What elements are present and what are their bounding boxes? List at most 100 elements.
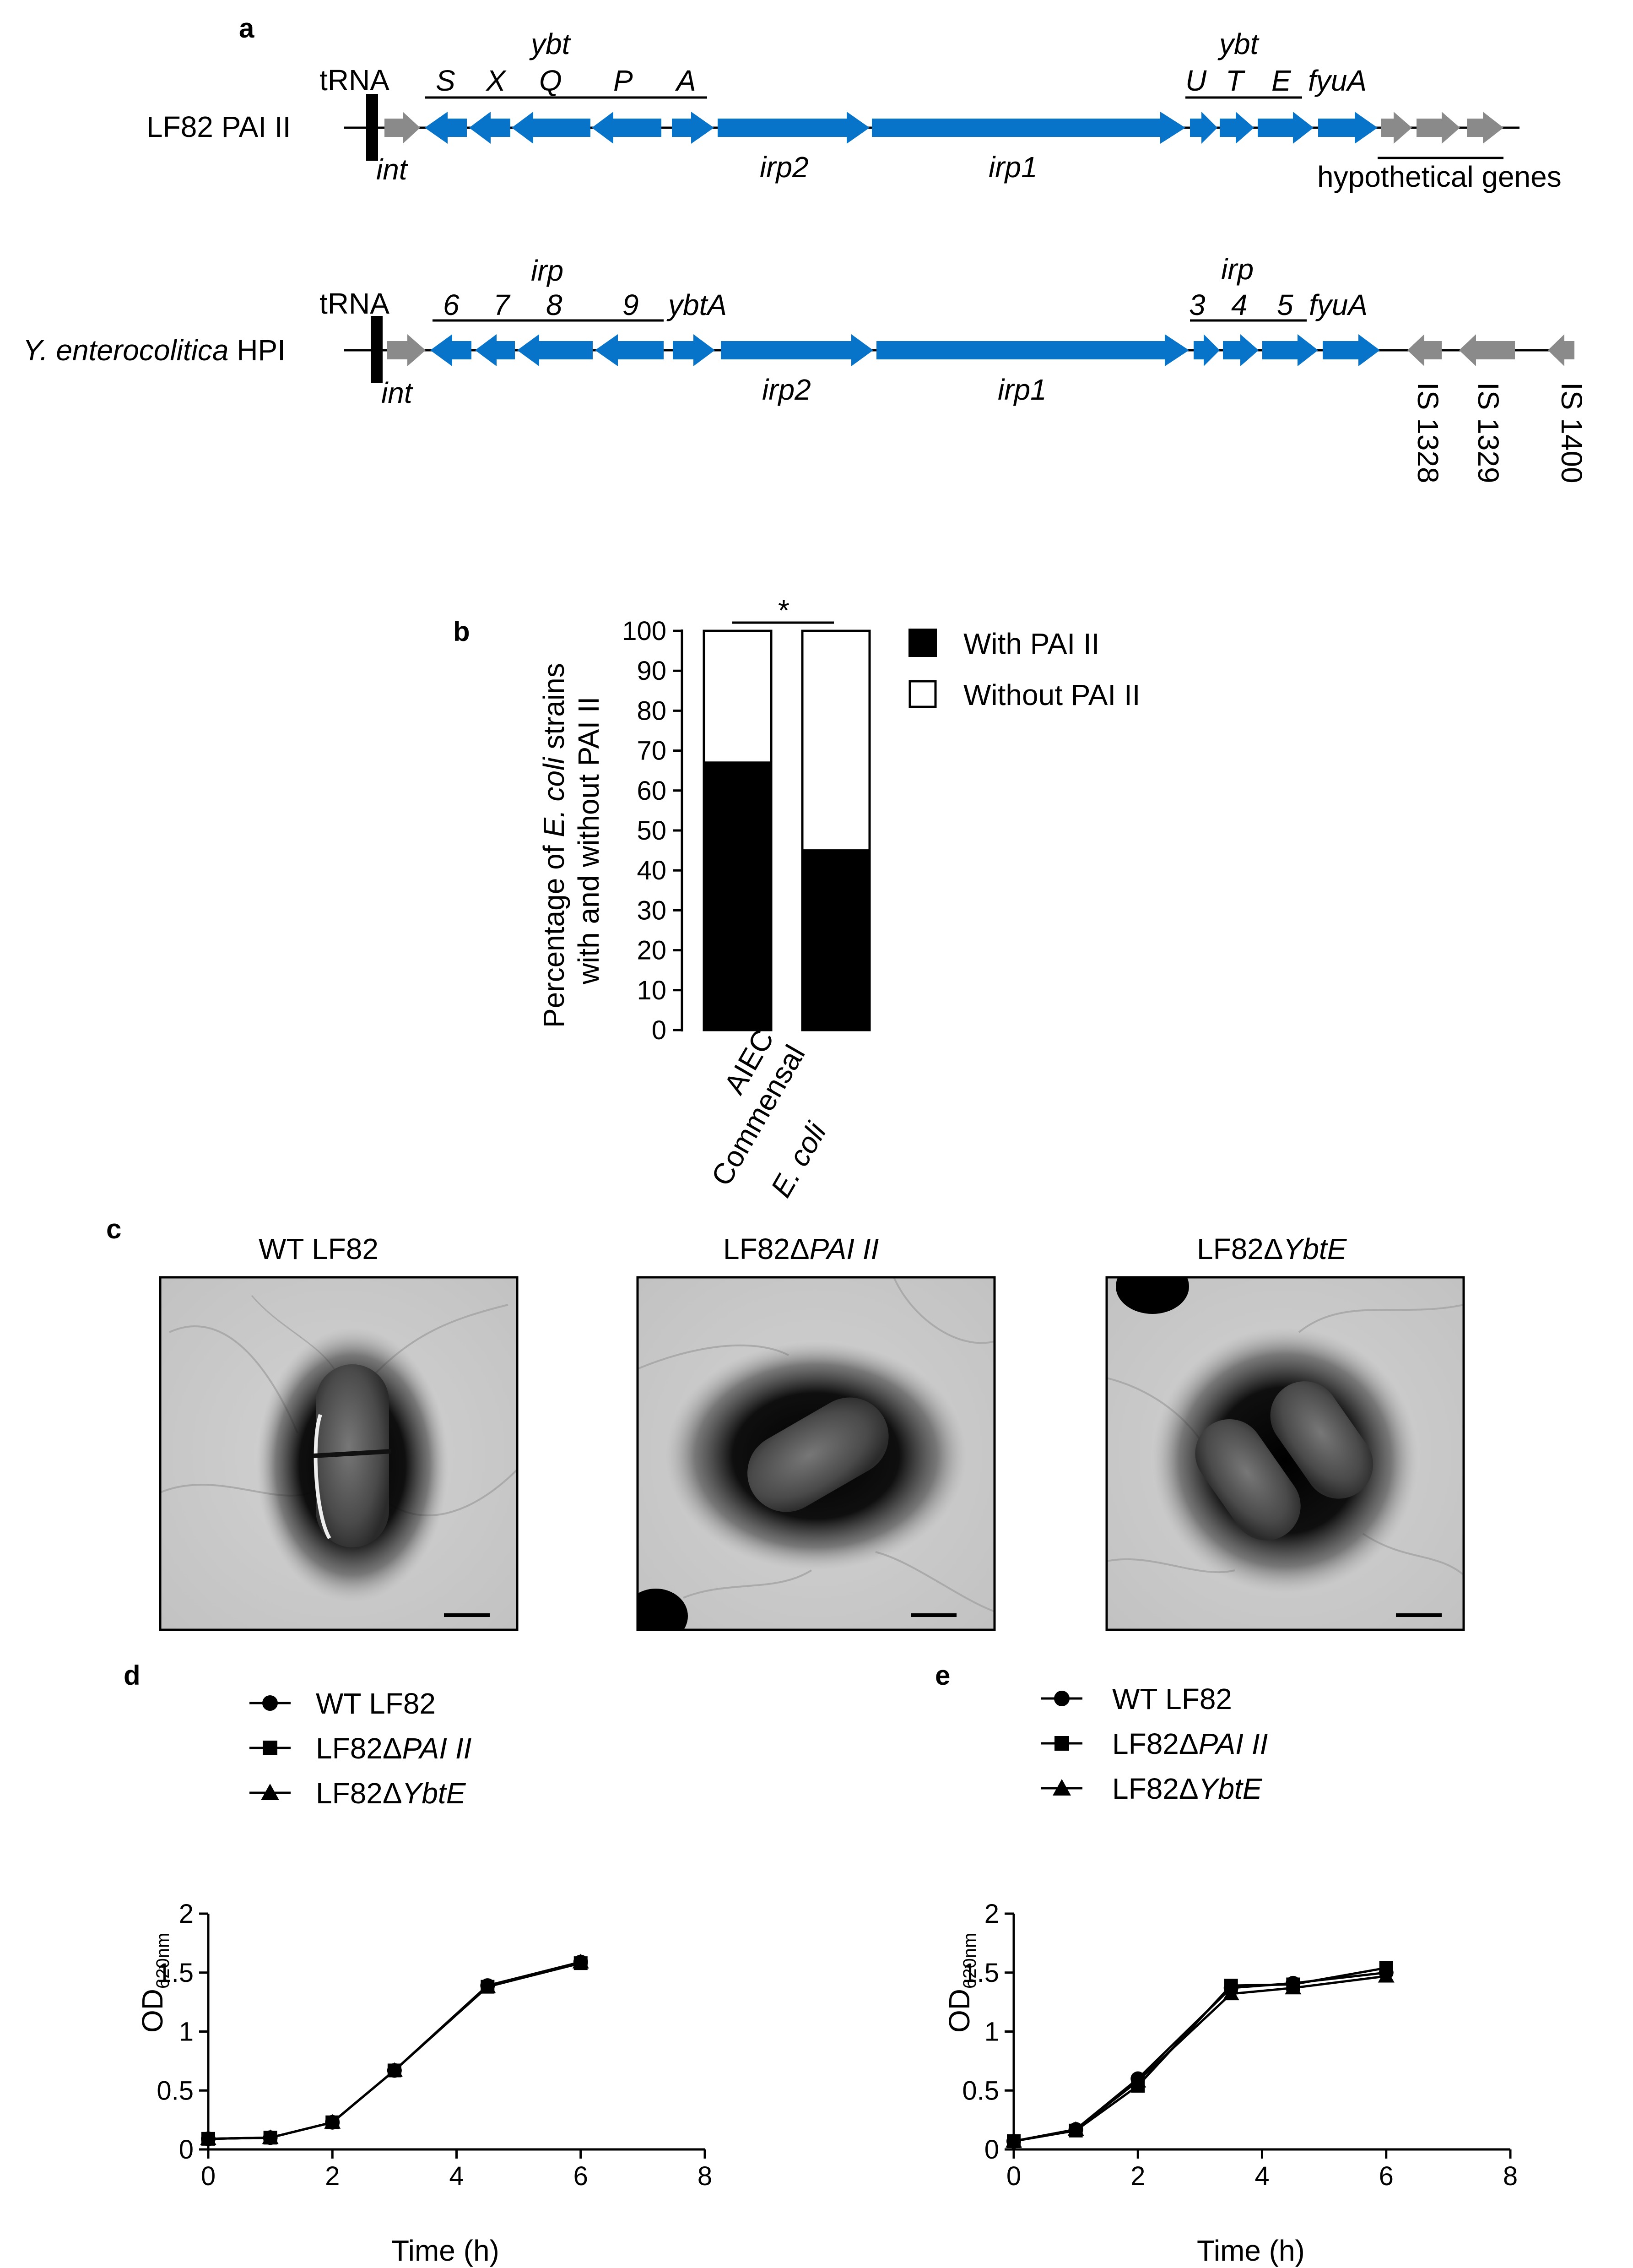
track2-arrow-5 bbox=[1262, 334, 1318, 366]
track1-hypothetical-arrow-2 bbox=[1417, 112, 1460, 144]
panel-d-legend-marker-triangle bbox=[261, 1784, 279, 1800]
panel-e-point-triangle bbox=[1006, 2132, 1022, 2148]
track2-arrow-7 bbox=[475, 334, 515, 366]
panel-e-legend-marker-square bbox=[1054, 1736, 1069, 1751]
panel-e-series-line-0 bbox=[1013, 1971, 1387, 2143]
track1-arrow-s bbox=[425, 112, 467, 144]
panel-d-legend-ybte: LF82ΔYbtE bbox=[316, 1777, 466, 1810]
track1-hypothetical-arrow-1 bbox=[1381, 112, 1412, 144]
track1-gene-s: S bbox=[436, 64, 455, 97]
panel-d-x-tick-label: 4 bbox=[449, 2161, 464, 2191]
panel-e-x-tick-label: 0 bbox=[1006, 2161, 1021, 2191]
panel-e-axes: 0 0.5 1 1.5 2 0 2 4 6 8 bbox=[962, 1899, 1518, 2191]
panel-b-y-tick-label: 60 bbox=[637, 776, 666, 806]
panel-b-y-tick-label: 20 bbox=[637, 936, 666, 966]
panel-d-y-tick-label: 1.5 bbox=[157, 1958, 194, 1988]
track1-int-label: int bbox=[376, 153, 408, 186]
track1-fyua-label: fyuA bbox=[1308, 64, 1367, 97]
panel-e-plot bbox=[1006, 1961, 1395, 2149]
panel-e-point-triangle bbox=[1378, 1968, 1395, 1983]
panel-d-y-label: OD620nm bbox=[136, 1933, 173, 2033]
track2-int-arrow bbox=[387, 334, 426, 366]
panel-b-y-label-line2: with and without PAI II bbox=[572, 697, 605, 985]
track2-is1329-label: IS 1329 bbox=[1472, 382, 1505, 483]
micrograph-ybte bbox=[1105, 1276, 1465, 1631]
track2-arrow-ybta bbox=[673, 334, 715, 366]
panel-e-legend-marker-circle bbox=[1054, 1691, 1070, 1706]
track1-gene-x: X bbox=[485, 64, 507, 97]
panel-d-legend: WT LF82 LF82ΔPAI II LF82ΔYbtE bbox=[249, 1687, 472, 1810]
panel-e-y-tick-label: 2 bbox=[984, 1899, 999, 1929]
track2-is1400-arrow bbox=[1548, 334, 1574, 366]
track1-gene-q: Q bbox=[539, 64, 562, 97]
panel-e-series-line-1 bbox=[1013, 1966, 1387, 2143]
panel-c-title-pai: LF82ΔPAI II bbox=[723, 1232, 879, 1265]
panel-b-y-tick-label: 50 bbox=[637, 816, 666, 846]
panel-e-y-tick-label: 0 bbox=[984, 2135, 999, 2165]
track2-fyua-label: fyuA bbox=[1309, 288, 1368, 321]
panel-e-y-tick-label: 1.5 bbox=[962, 1958, 999, 1988]
panel-e-y-label: OD620nm bbox=[943, 1933, 980, 2033]
panel-b: b 0 10 20 30 40 50 60 70 80 90 100 Percentage of E… bbox=[453, 594, 1141, 1203]
panel-e: e WT LF82 LF82ΔPAI II LF82ΔYbtE 0 0.5 1 1.5… bbox=[935, 1660, 1518, 2267]
panel-e-legend-marker-triangle bbox=[1053, 1779, 1071, 1796]
panel-b-y-tick-label: 10 bbox=[637, 976, 666, 1005]
track1-arrow-irp2 bbox=[718, 112, 870, 144]
panel-e-x-tick-label: 4 bbox=[1254, 2161, 1269, 2191]
panel-b-legend-with: With PAI II bbox=[963, 627, 1100, 660]
track2-arrow-fyua bbox=[1323, 334, 1380, 366]
track1-gene-t: T bbox=[1226, 64, 1245, 97]
panel-d-y-tick-label: 2 bbox=[179, 1899, 194, 1929]
panel-b-y-tick-label: 0 bbox=[652, 1015, 666, 1045]
panel-d-y-tick-label: 1 bbox=[179, 2017, 194, 2047]
bar-without-pai-ii-commensal bbox=[801, 629, 871, 852]
panel-d-point-triangle bbox=[479, 1978, 496, 1993]
panel-d-x-tick-label: 2 bbox=[325, 2161, 340, 2191]
panel-e-legend-wt: WT LF82 bbox=[1112, 1682, 1232, 1715]
panel-b-y-tick-label: 30 bbox=[637, 895, 666, 925]
panel-b-axis: 0 10 20 30 40 50 60 70 80 90 100 bbox=[622, 616, 683, 1045]
track2-int-label: int bbox=[381, 376, 413, 409]
track2-is1329-arrow bbox=[1459, 334, 1515, 366]
panel-a-letter: a bbox=[239, 13, 254, 43]
track2-name: Y. enterocolitica HPI bbox=[23, 334, 286, 367]
panel-e-y-tick-label: 1 bbox=[984, 2017, 999, 2047]
panel-d-point-triangle bbox=[572, 1953, 589, 1969]
panel-d-x-tick-label: 0 bbox=[201, 2161, 216, 2191]
panel-e-x-label: Time (h) bbox=[1197, 2234, 1305, 2267]
panel-c: c WT LF82 LF82ΔPAI II LF82ΔYbtE bbox=[106, 1214, 1465, 1631]
track2-irp1-label: irp1 bbox=[998, 373, 1047, 406]
panel-b-legend-with-swatch bbox=[908, 629, 937, 657]
track2-gene-5: 5 bbox=[1277, 288, 1293, 321]
panel-e-point-triangle bbox=[1285, 1980, 1302, 1995]
panel-b-y-tick-label: 40 bbox=[637, 856, 666, 885]
track2-arrow-9 bbox=[595, 334, 664, 366]
track1-group-right-label: ybt bbox=[1217, 27, 1260, 60]
panel-d-point-triangle bbox=[324, 2114, 341, 2129]
track1-arrow-irp1 bbox=[872, 112, 1185, 144]
panel-e-legend-pai: LF82ΔPAI II bbox=[1112, 1727, 1268, 1760]
track1-irp2-label: irp2 bbox=[760, 151, 809, 184]
panel-b-y-label-line1: Percentage of E. coli strains bbox=[537, 663, 570, 1028]
panel-e-legend-ybte: LF82ΔYbtE bbox=[1112, 1772, 1263, 1805]
track1-group-left-label: ybt bbox=[529, 27, 571, 60]
panel-d: d WT LF82 LF82ΔPAI II LF82ΔYbtE 0 0.5 1 1.5… bbox=[124, 1660, 712, 2267]
track2-is1400-label: IS 1400 bbox=[1555, 382, 1588, 483]
panel-c-title-ybte: LF82ΔYbtE bbox=[1197, 1232, 1347, 1265]
panel-d-point-triangle bbox=[262, 2129, 279, 2144]
panel-d-legend-wt: WT LF82 bbox=[316, 1687, 436, 1720]
track1-arrow-x bbox=[469, 112, 510, 144]
track2-group-right-label: irp bbox=[1221, 253, 1254, 286]
track2-is1328-arrow bbox=[1407, 334, 1442, 366]
track2-arrow-3 bbox=[1194, 334, 1220, 366]
panel-e-letter: e bbox=[935, 1660, 950, 1691]
track2-gene-4: 4 bbox=[1231, 288, 1248, 321]
track2-trna-label: tRNA bbox=[319, 287, 389, 320]
panel-b-significance-star: * bbox=[778, 594, 789, 627]
track1-arrow-a bbox=[672, 112, 714, 144]
track1-irp1-label: irp1 bbox=[989, 151, 1038, 184]
panel-b-y-tick-label: 80 bbox=[637, 696, 666, 726]
track1-name: LF82 PAI II bbox=[146, 110, 291, 143]
track2-gene-3: 3 bbox=[1189, 288, 1206, 321]
